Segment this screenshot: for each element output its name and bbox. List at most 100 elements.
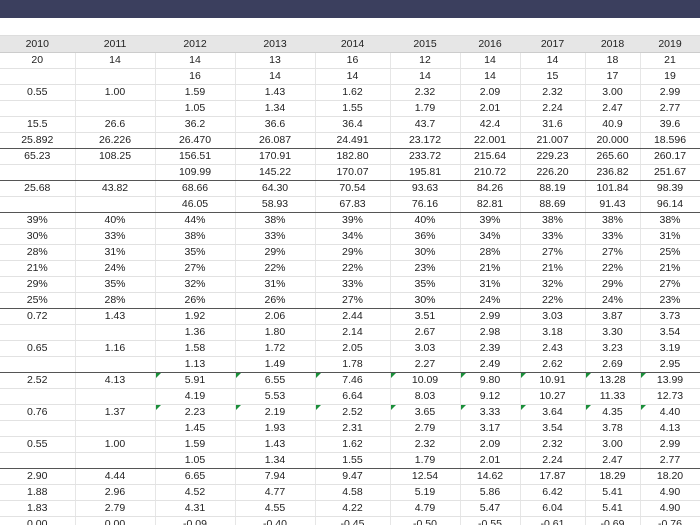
cell: 32% [520, 276, 586, 293]
cell: 4.13 [75, 372, 156, 389]
cell: 2.79 [390, 420, 461, 437]
cell: 3.00 [585, 436, 641, 453]
cell: 18.29 [585, 468, 641, 485]
cell: 20.000 [585, 132, 641, 149]
cell: 229.23 [520, 148, 586, 165]
spreadsheet: 2010 2011 2012 2013 2014 2015 2016 2017 2018 2019… [0, 36, 700, 525]
toolbar-strip [0, 18, 700, 36]
cell: 4.79 [390, 500, 461, 517]
cell: 29% [585, 276, 641, 293]
cell: 36% [390, 228, 461, 245]
cell: 6.04 [520, 500, 586, 517]
cell: 23% [640, 292, 700, 309]
cell: 19 [640, 68, 700, 85]
cell: 4.31 [155, 500, 236, 517]
cell: 2.09 [460, 84, 521, 101]
cell: 35% [390, 276, 461, 293]
cell: 26% [155, 292, 236, 309]
cell: -0.40 [235, 516, 316, 525]
cell: 34% [460, 228, 521, 245]
cell: 2.77 [640, 100, 700, 117]
cell: 1.34 [235, 100, 316, 117]
cell: 1.79 [390, 452, 461, 469]
cell: 4.52 [155, 484, 236, 501]
cell: 13 [235, 52, 316, 69]
cell: 2.32 [390, 436, 461, 453]
cell: 3.19 [640, 340, 700, 357]
empty-cell [0, 164, 76, 181]
cell: 2.43 [520, 340, 586, 357]
cell: 12.54 [390, 468, 461, 485]
cell: 64.30 [235, 180, 316, 197]
cell: 0.00 [0, 516, 76, 525]
cell: 9.12 [460, 388, 521, 405]
cell: 3.00 [585, 84, 641, 101]
cell: 3.87 [585, 308, 641, 325]
cell: 29% [315, 244, 391, 261]
cell: 14 [390, 68, 461, 85]
cell: 2.95 [640, 356, 700, 373]
cell: 1.62 [315, 84, 391, 101]
cell: 31% [235, 276, 316, 293]
cell: 182.80 [315, 148, 391, 165]
cell: 21% [520, 260, 586, 277]
empty-cell [75, 324, 156, 341]
row: 20 14 14 13 16 12 14 14 18 21 [0, 52, 700, 69]
cell: 145.22 [235, 164, 316, 181]
cell: 40% [390, 212, 461, 229]
cell: 1.92 [155, 308, 236, 325]
row: 46.05 58.93 67.83 76.16 82.81 88.69 91.43 96.14 [0, 196, 700, 213]
cell: 24% [585, 292, 641, 309]
cell: 1.00 [75, 84, 156, 101]
row: 29% 35% 32% 31% 33% 35% 31% 32% 29% 27% [0, 276, 700, 293]
cell: 27% [520, 244, 586, 261]
empty-cell [0, 452, 76, 469]
cell: 22.001 [460, 132, 521, 149]
cell: 38% [235, 212, 316, 229]
cell: 42.4 [460, 116, 521, 133]
cell: 3.03 [520, 308, 586, 325]
cell: 14 [460, 68, 521, 85]
cell: 20 [0, 52, 76, 69]
cell: 2.06 [235, 308, 316, 325]
cell: 6.42 [520, 484, 586, 501]
column-header: 2011 [75, 36, 156, 53]
cell: 1.37 [75, 404, 156, 421]
row: 39% 40% 44% 38% 39% 40% 39% 38% 38% 38% [0, 212, 700, 229]
cell: 25.68 [0, 180, 76, 197]
cell: 2.67 [390, 324, 461, 341]
cell: 14 [460, 52, 521, 69]
cell: 1.43 [235, 84, 316, 101]
cell: 18.596 [640, 132, 700, 149]
cell: 12 [390, 52, 461, 69]
cell: 27% [585, 244, 641, 261]
cell: 18.20 [640, 468, 700, 485]
cell: 11.33 [585, 388, 641, 405]
cell: 265.60 [585, 148, 641, 165]
cell: -0.76 [640, 516, 700, 525]
cell: 30% [0, 228, 76, 245]
cell: 35% [75, 276, 156, 293]
cell: 13.99 [640, 372, 700, 389]
cell: 1.45 [155, 420, 236, 437]
cell: 210.72 [460, 164, 521, 181]
cell: 4.55 [235, 500, 316, 517]
cell: 2.39 [460, 340, 521, 357]
cell: 2.19 [235, 404, 316, 421]
column-header: 2017 [520, 36, 586, 53]
cell: 2.79 [75, 500, 156, 517]
cell: -0.61 [520, 516, 586, 525]
cell: 5.41 [585, 500, 641, 517]
cell: 21.007 [520, 132, 586, 149]
empty-cell [0, 68, 76, 85]
cell: 39% [460, 212, 521, 229]
cell: 4.35 [585, 404, 641, 421]
cell: 8.03 [390, 388, 461, 405]
cell: 1.88 [0, 484, 76, 501]
cell: 26% [235, 292, 316, 309]
cell: 7.94 [235, 468, 316, 485]
cell: 33% [520, 228, 586, 245]
cell: 3.54 [640, 324, 700, 341]
column-header: 2015 [390, 36, 461, 53]
cell: 40% [75, 212, 156, 229]
